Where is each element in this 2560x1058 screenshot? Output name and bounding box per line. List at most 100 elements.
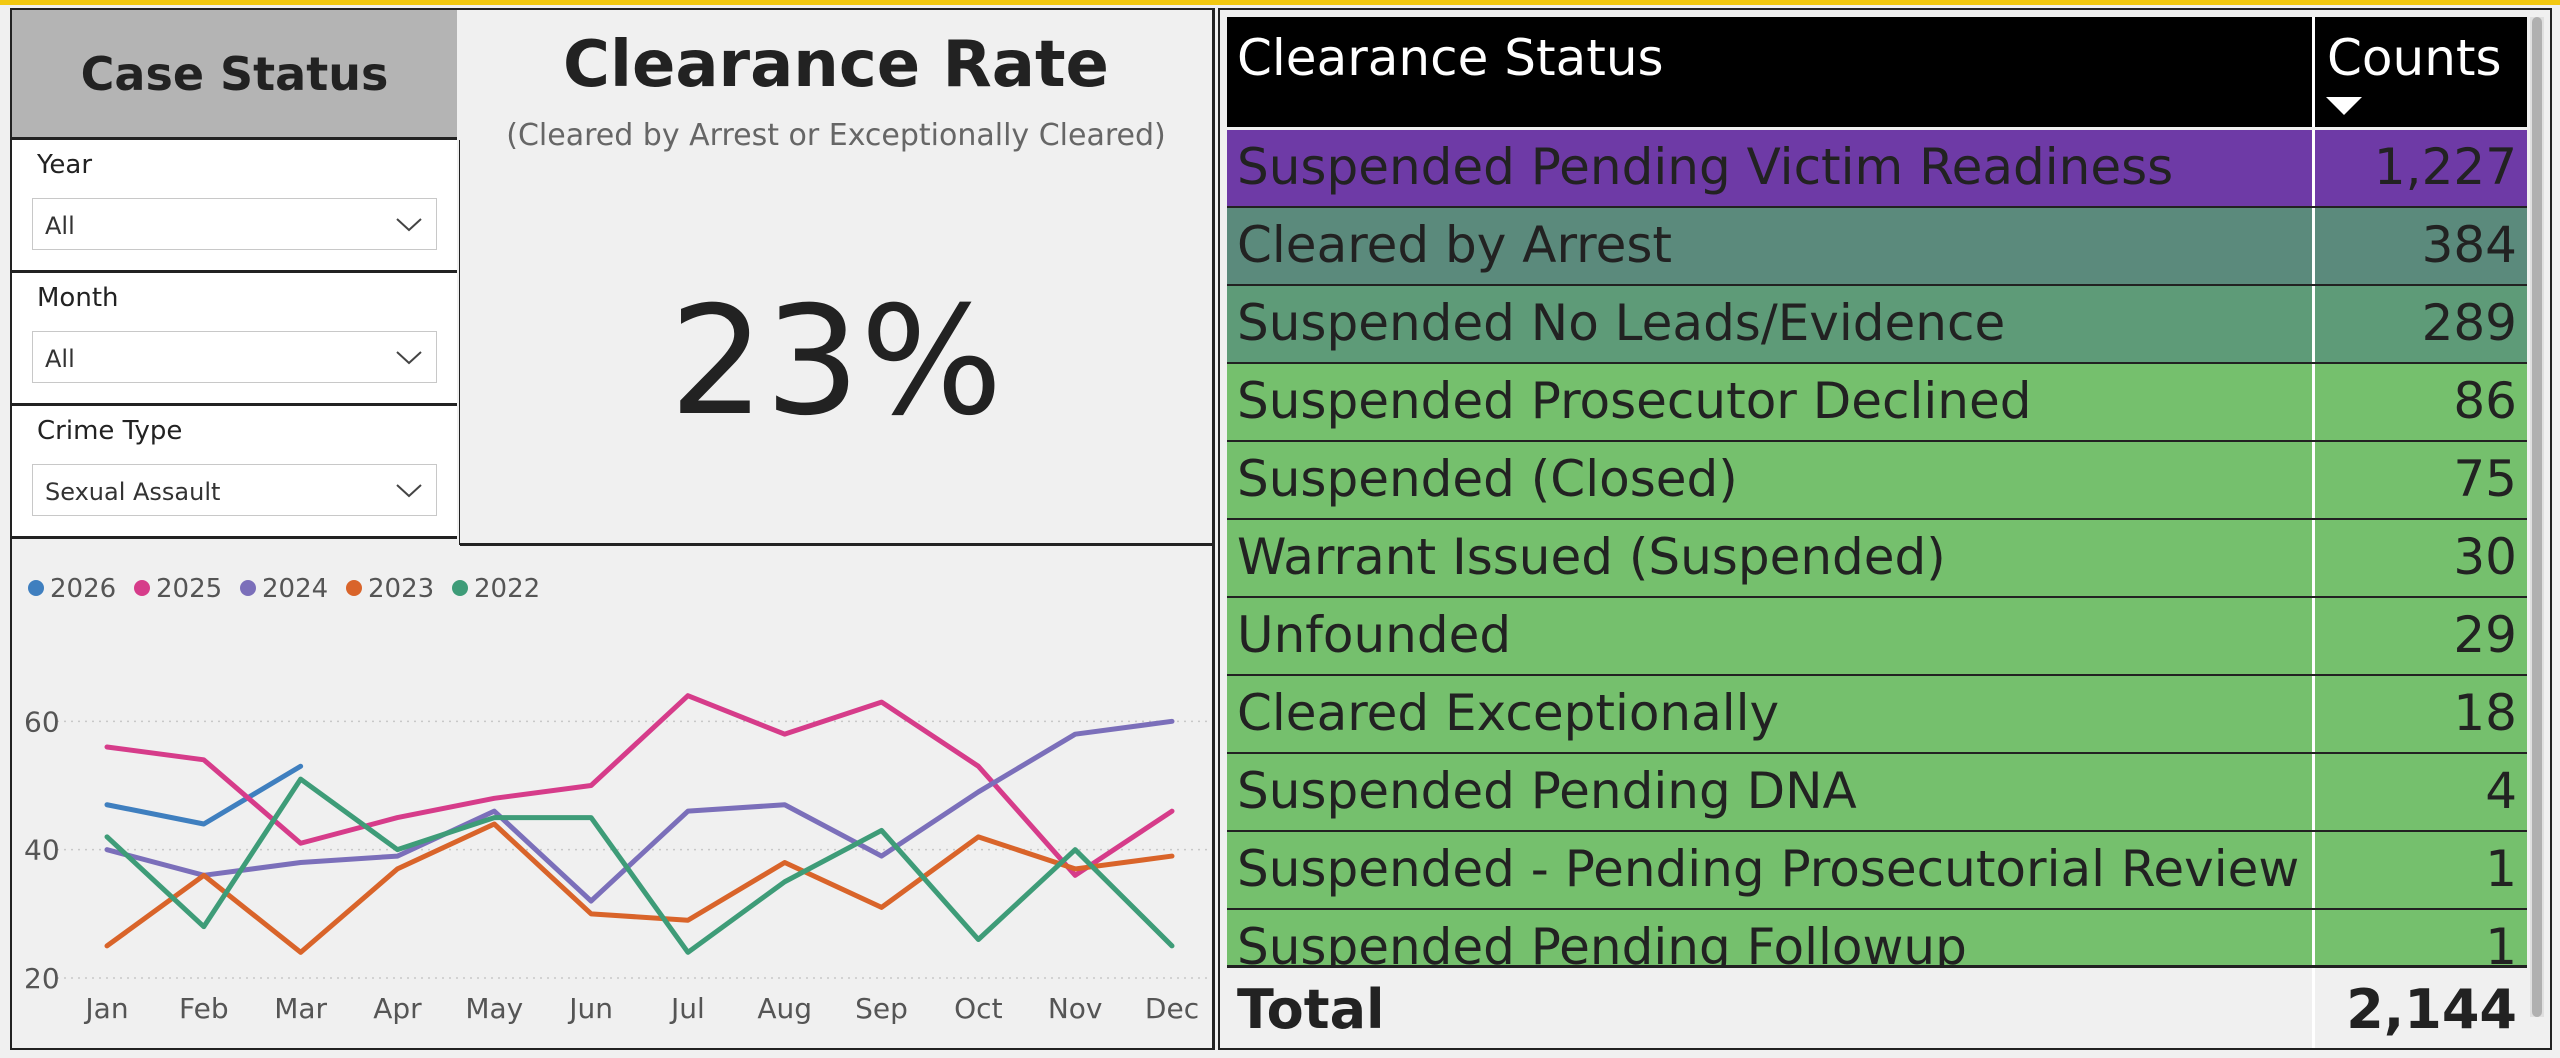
filter-panel: Year All Month All Crime Type Sexual Ass… — [12, 140, 462, 545]
panel-divider — [1212, 8, 1215, 1050]
legend-label: 2023 — [368, 574, 434, 604]
column-divider — [2312, 676, 2315, 752]
column-divider — [2312, 442, 2315, 518]
crime-type-label: Crime Type — [37, 416, 183, 446]
legend-label: 2024 — [262, 574, 328, 604]
x-tick-label: Nov — [1048, 992, 1103, 1025]
legend-label: 2022 — [474, 574, 540, 604]
row-count: 1 — [2485, 840, 2517, 898]
row-count: 29 — [2453, 606, 2517, 664]
year-dropdown[interactable]: All — [32, 198, 437, 250]
table-row[interactable]: Suspended - Pending Prosecutorial Review… — [1227, 832, 2527, 910]
row-status: Suspended Pending Followup — [1237, 918, 1967, 965]
column-divider — [2312, 832, 2315, 908]
x-tick-label: Feb — [179, 992, 229, 1025]
x-tick-label: Sep — [855, 992, 908, 1025]
series-line-2024 — [104, 718, 1175, 904]
column-divider — [2312, 208, 2315, 284]
row-status: Cleared Exceptionally — [1237, 684, 1780, 742]
kpi-value: 23% — [669, 275, 1003, 449]
x-tick-label: Apr — [373, 992, 422, 1025]
scrollbar-thumb[interactable] — [2532, 17, 2542, 1017]
column-divider — [2312, 598, 2315, 674]
table-row[interactable]: Suspended Pending Victim Readiness 1,227 — [1227, 130, 2527, 208]
column-divider — [2312, 286, 2315, 362]
month-value: All — [45, 345, 75, 373]
y-tick-label: 60 — [24, 705, 60, 738]
clearance-rate-card: Clearance Rate (Cleared by Arrest or Exc… — [460, 10, 1212, 546]
crime-type-dropdown[interactable]: Sexual Assault — [32, 464, 437, 516]
column-divider — [2312, 754, 2315, 830]
column-divider — [2312, 520, 2315, 596]
year-value: All — [45, 212, 75, 240]
col-counts[interactable]: Counts — [2327, 29, 2502, 87]
x-tick-label: Aug — [757, 992, 812, 1025]
crime-type-slicer: Crime Type Sexual Assault — [12, 406, 457, 539]
legend-label: 2025 — [156, 574, 222, 604]
table-row[interactable]: Cleared Exceptionally 18 — [1227, 676, 2527, 754]
y-tick-label: 40 — [24, 834, 60, 867]
row-status: Suspended (Closed) — [1237, 450, 1738, 508]
table-row[interactable]: Suspended (Closed) 75 — [1227, 442, 2527, 520]
table-row[interactable]: Suspended Pending Followup 1 — [1227, 910, 2527, 965]
line-chart-svg: 20 40 60 Jan Feb Mar Apr May Jun Jul Aug Sep Oct Nov D… — [24, 574, 1207, 1025]
accent-line — [0, 0, 2560, 5]
legend-marker — [346, 580, 362, 596]
total-value: 2,144 — [2346, 978, 2517, 1041]
crime-type-value: Sexual Assault — [45, 478, 221, 506]
x-tick-label: Jun — [567, 992, 613, 1025]
column-divider — [2312, 364, 2315, 440]
row-status: Suspended - Pending Prosecutorial Review — [1237, 840, 2300, 898]
legend-label: 2026 — [50, 574, 116, 604]
x-tick-label: Jan — [83, 992, 128, 1025]
y-tick-label: 20 — [24, 962, 60, 995]
kpi-subtitle: (Cleared by Arrest or Exceptionally Clea… — [506, 118, 1166, 153]
row-count: 30 — [2453, 528, 2517, 586]
row-count: 1,227 — [2373, 138, 2517, 196]
total-label: Total — [1237, 978, 1385, 1041]
column-divider — [2312, 968, 2315, 1048]
table-row[interactable]: Unfounded 29 — [1227, 598, 2527, 676]
column-divider — [2312, 130, 2315, 206]
legend-marker — [240, 580, 256, 596]
legend-marker — [134, 580, 150, 596]
x-tick-label: May — [465, 992, 523, 1025]
table-row[interactable]: Cleared by Arrest 384 — [1227, 208, 2527, 286]
month-label: Month — [37, 283, 119, 313]
table-row[interactable]: Warrant Issued (Suspended) 30 — [1227, 520, 2527, 598]
row-count: 4 — [2485, 762, 2517, 820]
row-count: 18 — [2453, 684, 2517, 742]
month-dropdown[interactable]: All — [32, 331, 437, 383]
row-status: Warrant Issued (Suspended) — [1237, 528, 1946, 586]
col-clearance-status[interactable]: Clearance Status — [1237, 29, 1664, 87]
month-slicer: Month All — [12, 273, 457, 406]
table-header: Clearance Status Counts — [1227, 17, 2527, 127]
row-status: Suspended No Leads/Evidence — [1237, 294, 2006, 352]
row-status: Suspended Prosecutor Declined — [1237, 372, 2032, 430]
row-count: 86 — [2453, 372, 2517, 430]
row-status: Unfounded — [1237, 606, 1512, 664]
year-slicer: Year All — [12, 140, 457, 273]
row-count: 289 — [2421, 294, 2517, 352]
x-tick-label: Dec — [1145, 992, 1199, 1025]
row-count: 75 — [2453, 450, 2517, 508]
table-row[interactable]: Suspended No Leads/Evidence 289 — [1227, 286, 2527, 364]
row-count: 384 — [2421, 216, 2517, 274]
chevron-down-icon — [396, 218, 422, 232]
x-tick-label: Jul — [669, 992, 705, 1025]
table-row[interactable]: Suspended Prosecutor Declined 86 — [1227, 364, 2527, 442]
sort-descending-icon[interactable] — [2324, 95, 2364, 117]
row-status: Suspended Pending DNA — [1237, 762, 1857, 820]
legend-marker — [452, 580, 468, 596]
row-count: 1 — [2485, 918, 2517, 965]
series-line-2023 — [104, 821, 1175, 955]
chevron-down-icon — [396, 351, 422, 365]
table-scrollbar[interactable] — [2530, 17, 2544, 1017]
row-status: Cleared by Arrest — [1237, 216, 1673, 274]
kpi-title: Clearance Rate — [563, 28, 1109, 102]
series-line-2026 — [104, 763, 304, 827]
line-chart: 20 40 60 Jan Feb Mar Apr May Jun Jul Aug Sep Oct Nov D… — [12, 550, 1212, 1048]
x-tick-label: Mar — [274, 992, 327, 1025]
table-body[interactable]: Suspended Pending Victim Readiness 1,227 C… — [1227, 130, 2527, 965]
table-row[interactable]: Suspended Pending DNA 4 — [1227, 754, 2527, 832]
